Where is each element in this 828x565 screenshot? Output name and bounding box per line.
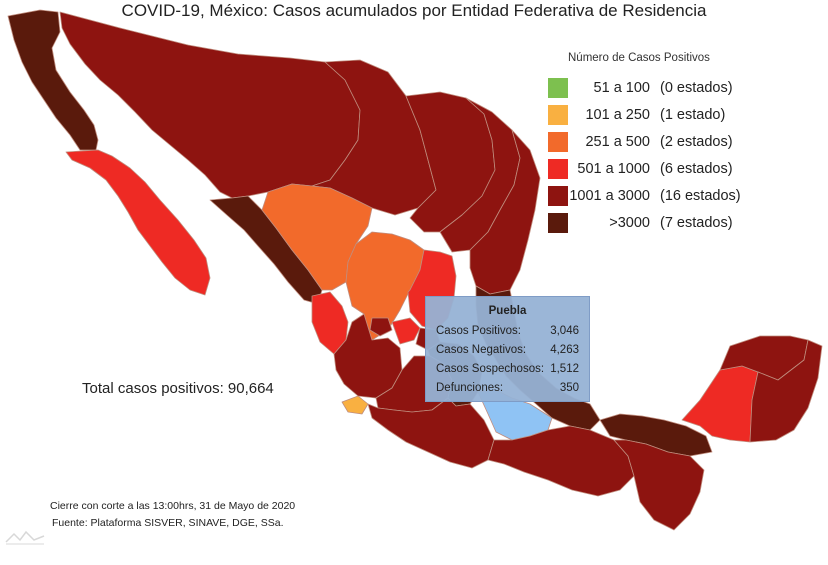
- tooltip-value: 350: [559, 381, 579, 394]
- state-jalisco[interactable]: [333, 313, 403, 399]
- legend: Número de Casos Positivos 51 a 100 (0 es…: [548, 52, 818, 236]
- tooltip-value: 4,263: [550, 343, 579, 356]
- legend-swatch: [548, 185, 568, 206]
- legend-item[interactable]: 1001 a 3000 (16 estados): [548, 182, 818, 209]
- state-guanajuato[interactable]: [391, 317, 421, 345]
- legend-range: 501 a 1000: [577, 160, 650, 177]
- legend-count: (2 estados): [660, 133, 733, 150]
- legend-item[interactable]: 251 a 500 (2 estados): [548, 128, 818, 155]
- legend-swatch: [548, 77, 568, 98]
- legend-count: (7 estados): [660, 214, 733, 231]
- legend-swatch: [548, 131, 568, 152]
- state-tooltip: Puebla Casos Positivos: 3,046 Casos Nega…: [425, 296, 590, 402]
- legend-range: 251 a 500: [585, 133, 650, 150]
- tooltip-value: 1,512: [550, 362, 579, 375]
- legend-swatch: [548, 104, 568, 125]
- legend-count: (16 estados): [660, 187, 741, 204]
- legend-count: (0 estados): [660, 79, 733, 96]
- legend-swatch: [548, 158, 568, 179]
- state-colima[interactable]: [341, 395, 369, 415]
- map-title: COVID-19, México: Casos acumulados por E…: [121, 1, 707, 20]
- state-quintana-roo[interactable]: [749, 339, 823, 443]
- legend-item[interactable]: 501 a 1000 (6 estados): [548, 155, 818, 182]
- source-note: Fuente: Plataforma SISVER, SINAVE, DGE, …: [52, 517, 284, 529]
- tooltip-label: Defunciones:: [436, 381, 504, 394]
- legend-range: >3000: [609, 214, 650, 231]
- state-chiapas[interactable]: [613, 439, 705, 531]
- cutoff-note: Cierre con corte a las 13:00hrs, 31 de M…: [50, 500, 296, 512]
- state-sonora[interactable]: [59, 11, 361, 199]
- legend-count: (6 estados): [660, 160, 733, 177]
- legend-count: (1 estado): [660, 106, 726, 123]
- state-zacatecas[interactable]: [345, 231, 425, 341]
- total-positive-cases: Total casos positivos: 90,664: [82, 380, 274, 397]
- tooltip-row: Casos Sospechosos: 1,512: [426, 359, 589, 378]
- tooltip-row: Defunciones: 350: [426, 378, 589, 397]
- brand-mark-icon: [5, 530, 45, 545]
- tooltip-label: Casos Positivos:: [436, 324, 522, 337]
- legend-item[interactable]: >3000 (7 estados): [548, 209, 818, 236]
- legend-range: 101 a 250: [585, 106, 650, 123]
- state-baja-california-sur[interactable]: [65, 149, 211, 296]
- tooltip-row: Casos Positivos: 3,046: [426, 321, 589, 340]
- tooltip-label: Casos Sospechosos:: [436, 362, 545, 375]
- tooltip-row: Casos Negativos: 4,263: [426, 340, 589, 359]
- tooltip-value: 3,046: [550, 324, 579, 337]
- tooltip-label: Casos Negativos:: [436, 343, 527, 356]
- legend-item[interactable]: 101 a 250 (1 estado): [548, 101, 818, 128]
- legend-title: Número de Casos Positivos: [568, 52, 710, 64]
- state-guerrero[interactable]: [367, 397, 495, 469]
- legend-item[interactable]: 51 a 100 (0 estados): [548, 74, 818, 101]
- legend-swatch: [548, 212, 568, 233]
- tooltip-state-name: Puebla: [488, 305, 527, 317]
- state-aguascalientes[interactable]: [369, 317, 393, 337]
- legend-range: 1001 a 3000: [569, 187, 650, 204]
- state-baja-california[interactable]: [7, 9, 99, 151]
- legend-range: 51 a 100: [593, 79, 650, 96]
